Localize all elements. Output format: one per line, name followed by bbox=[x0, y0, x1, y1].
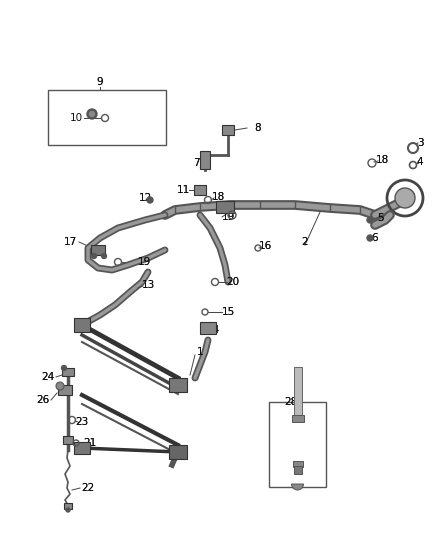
Text: 18: 18 bbox=[212, 192, 225, 202]
Text: 15: 15 bbox=[221, 307, 235, 317]
Bar bbox=[58, 385, 72, 395]
Text: 13: 13 bbox=[141, 280, 155, 290]
Bar bbox=[169, 445, 187, 459]
Text: 13: 13 bbox=[141, 280, 155, 290]
Text: 9: 9 bbox=[97, 77, 103, 87]
Bar bbox=[292, 415, 304, 422]
Text: 12: 12 bbox=[138, 193, 152, 203]
Text: 21: 21 bbox=[83, 438, 97, 448]
Bar bbox=[269, 402, 326, 487]
Text: 28: 28 bbox=[284, 397, 298, 407]
Text: 1: 1 bbox=[197, 347, 203, 357]
Circle shape bbox=[56, 382, 64, 390]
Text: 22: 22 bbox=[81, 483, 95, 493]
Text: 10: 10 bbox=[70, 113, 82, 123]
Text: 23: 23 bbox=[75, 417, 88, 427]
Text: 7: 7 bbox=[193, 158, 199, 168]
Bar bbox=[64, 503, 72, 509]
Text: 18: 18 bbox=[375, 155, 389, 165]
Bar bbox=[293, 466, 301, 474]
Circle shape bbox=[66, 508, 70, 512]
Text: 15: 15 bbox=[221, 307, 235, 317]
Text: 19: 19 bbox=[221, 212, 235, 222]
Text: 22: 22 bbox=[81, 483, 95, 493]
Text: 17: 17 bbox=[64, 237, 77, 247]
Circle shape bbox=[147, 197, 153, 203]
Text: 21: 21 bbox=[83, 438, 97, 448]
Circle shape bbox=[367, 235, 373, 241]
Text: 11: 11 bbox=[177, 185, 190, 195]
Text: 9: 9 bbox=[97, 77, 103, 87]
Text: 1: 1 bbox=[197, 347, 203, 357]
Text: 8: 8 bbox=[254, 123, 261, 133]
Bar bbox=[200, 322, 216, 334]
Text: 28: 28 bbox=[284, 397, 298, 407]
Text: 2: 2 bbox=[302, 237, 308, 247]
Text: 3: 3 bbox=[417, 138, 423, 148]
Circle shape bbox=[87, 109, 97, 119]
Bar bbox=[194, 185, 206, 195]
Circle shape bbox=[395, 188, 415, 208]
Bar bbox=[63, 436, 73, 444]
Text: 20: 20 bbox=[226, 277, 240, 287]
Text: 24: 24 bbox=[41, 372, 55, 382]
Text: 18: 18 bbox=[212, 192, 225, 202]
Text: 4: 4 bbox=[417, 157, 423, 167]
Text: 16: 16 bbox=[258, 241, 272, 251]
Text: 6: 6 bbox=[372, 233, 378, 243]
Bar bbox=[216, 201, 234, 213]
Text: 19: 19 bbox=[138, 257, 151, 267]
Text: 14: 14 bbox=[206, 325, 219, 335]
Bar bbox=[200, 151, 210, 169]
Bar bbox=[74, 318, 90, 332]
Circle shape bbox=[89, 111, 95, 117]
Text: 3: 3 bbox=[417, 138, 423, 148]
Text: 5: 5 bbox=[377, 213, 383, 223]
Text: 19: 19 bbox=[221, 212, 235, 222]
Text: 26: 26 bbox=[36, 395, 49, 405]
Text: 20: 20 bbox=[226, 277, 240, 287]
Bar bbox=[48, 90, 166, 145]
Text: 7: 7 bbox=[193, 158, 199, 168]
Text: 16: 16 bbox=[258, 241, 272, 251]
Wedge shape bbox=[292, 484, 304, 490]
Text: 17: 17 bbox=[64, 237, 77, 247]
Bar bbox=[91, 245, 105, 255]
Text: 19: 19 bbox=[138, 257, 151, 267]
Text: 24: 24 bbox=[41, 372, 55, 382]
Text: 26: 26 bbox=[36, 395, 49, 405]
Text: 14: 14 bbox=[206, 325, 219, 335]
Bar bbox=[169, 378, 187, 392]
Text: 4: 4 bbox=[417, 157, 423, 167]
Text: 11: 11 bbox=[177, 185, 190, 195]
Circle shape bbox=[92, 254, 96, 259]
Bar bbox=[74, 442, 90, 454]
Circle shape bbox=[102, 254, 106, 259]
Text: 8: 8 bbox=[254, 123, 261, 133]
Text: 5: 5 bbox=[377, 213, 383, 223]
Text: 2: 2 bbox=[302, 237, 308, 247]
Bar bbox=[293, 367, 301, 422]
Text: 23: 23 bbox=[75, 417, 88, 427]
Circle shape bbox=[367, 217, 373, 223]
Bar bbox=[293, 461, 303, 467]
Text: 18: 18 bbox=[375, 155, 389, 165]
Circle shape bbox=[61, 366, 67, 370]
Bar bbox=[222, 125, 234, 135]
Bar bbox=[62, 368, 74, 376]
Text: 6: 6 bbox=[372, 233, 378, 243]
Text: 12: 12 bbox=[138, 193, 152, 203]
